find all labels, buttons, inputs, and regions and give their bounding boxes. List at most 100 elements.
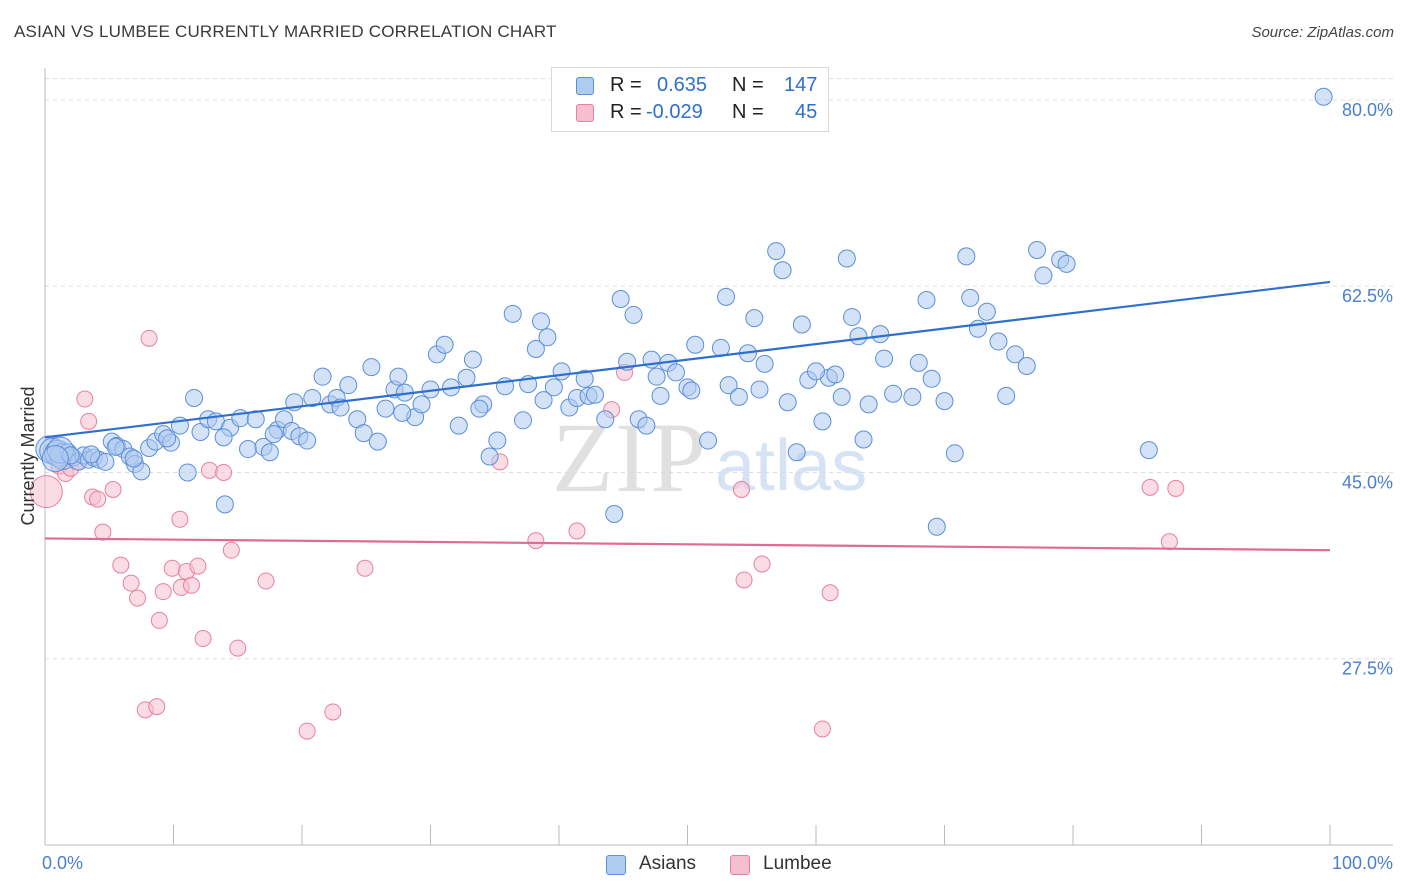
legend-n-value: 45 [795,101,818,123]
asian-point [215,495,234,514]
lumbee-point [189,557,207,575]
asian-point [41,445,69,473]
lumbee-point [1160,533,1178,551]
asian-point [185,388,204,407]
asian-point [376,399,395,418]
asian-point [651,386,670,405]
legend-r-value: 0.635 [657,74,708,96]
correlation-legend: R = 0.635 N = 147 R = -0.029 N = 45 [551,67,829,132]
asian-point [997,386,1016,405]
asian-trend-line [44,280,1331,439]
bottom-legend-lumbee-label: Lumbee [763,853,832,874]
asian-point [755,354,774,373]
asian-point [945,444,964,463]
asian-point [106,437,125,456]
asian-point [807,362,825,381]
legend-n-value: 147 [784,74,818,96]
lumbee-point [154,583,172,601]
lumbee-point [112,556,130,574]
asian-legend-icon [606,855,626,875]
asian-point [605,504,624,523]
asian-point [354,424,373,443]
lumbee-point [140,329,158,347]
asian-point [813,412,832,431]
asian-point [792,315,811,334]
asian-point [624,305,643,324]
asian-point [686,335,705,354]
asian-point [787,443,806,462]
axis-labels: 80.0% 62.5% 45.0% 27.5% 0.0% 100.0% Currently … [18,100,1393,873]
asian-point [457,368,476,387]
asian-point [178,463,197,482]
asian-point [767,242,786,261]
lumbee-point [298,722,316,740]
asian-point [1139,441,1158,460]
lumbee-point [122,574,140,592]
asian-point [832,387,851,406]
lumbee-point [89,490,107,508]
lumbee-point [527,532,545,550]
asian-point [1028,241,1047,260]
asian-point [773,261,792,280]
y-tick-label: 27.5% [1342,659,1393,679]
grid-lines [45,78,1393,660]
lumbee-legend-icon [730,855,750,875]
asian-point [719,376,738,395]
lumbee-point [568,522,586,540]
asian-point [849,327,868,346]
asian-point [961,288,980,307]
asian-point [859,395,878,414]
asian-point [552,362,571,381]
lumbee-points [29,329,1185,740]
y-axis-title: Currently Married [18,386,38,525]
asian-point [82,445,101,464]
chart-title: ASIAN VS LUMBEE CURRENTLY MARRIED CORREL… [14,22,557,41]
asian-point [917,291,936,310]
lumbee-point [29,475,63,509]
asian-point [463,350,482,369]
lumbee-point [104,480,122,498]
asian-point [837,249,856,268]
asian-point [449,416,468,435]
lumbee-point [1167,479,1185,497]
asian-point [778,393,797,412]
lumbee-point [76,390,94,408]
lumbee-point [171,510,189,528]
trend-lines [44,280,1331,552]
lumbee-point [821,584,839,602]
asian-point [957,247,976,266]
asian-point [729,387,748,406]
asian-point [666,363,685,382]
asian-swatch-icon [576,77,594,95]
asian-point [488,431,507,450]
source-credit: Source: ZipAtlas.com [1251,24,1394,41]
lumbee-point [200,461,218,479]
asian-point [526,339,545,358]
asian-point [585,385,604,404]
asian-point [534,391,553,410]
asian-point [393,403,412,422]
asian-point [503,304,522,323]
legend-r-label: R = [610,101,642,123]
y-tick-label: 62.5% [1342,286,1393,306]
asian-point [854,430,873,449]
asian-point [368,432,387,451]
asian-point [514,411,533,430]
asian-point [303,388,322,407]
lumbee-point [735,571,753,589]
asian-point [1006,345,1025,364]
asian-point [647,367,666,386]
asian-point [339,376,358,395]
asian-point [470,399,489,418]
asian-point [699,431,718,450]
lumbee-swatch-icon [576,104,594,122]
asian-point [575,369,594,388]
lumbee-point [356,559,374,577]
lumbee-point [182,576,200,594]
asian-point [1017,357,1036,376]
asian-point [826,365,845,384]
asian-point [96,452,115,471]
lumbee-point [129,589,147,607]
asian-point [331,398,350,417]
